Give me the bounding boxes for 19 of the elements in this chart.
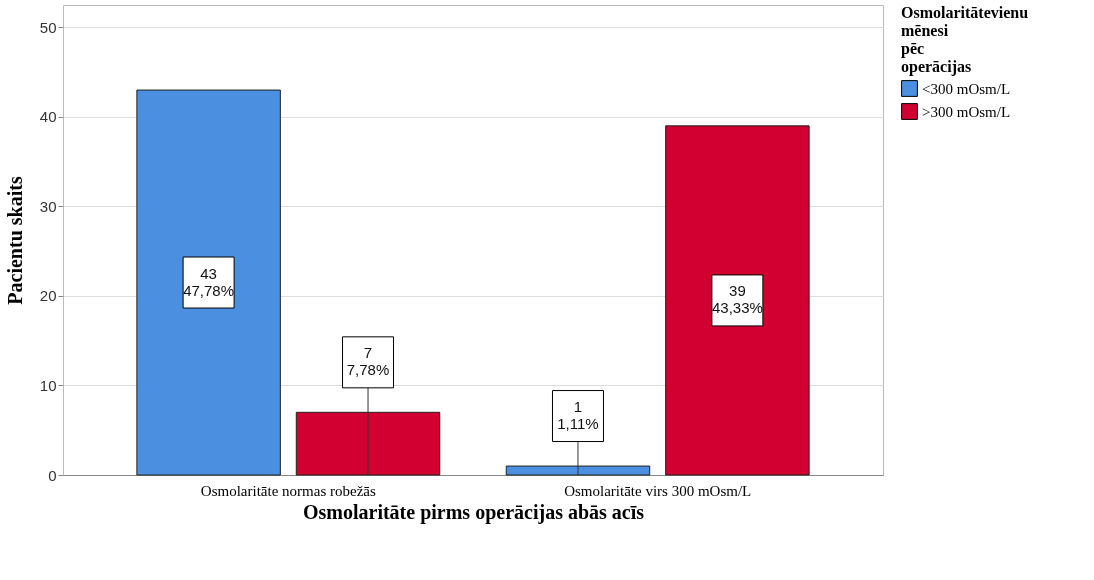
data-label: 1 1,11%	[557, 398, 599, 433]
y-tick-label: 20	[39, 287, 57, 305]
y-tick-label: 50	[39, 18, 57, 36]
x-axis-title: Osmolaritāte pirms operācijas abās acīs	[302, 500, 645, 524]
x-tick-label: Osmolaritāte normas robežās	[200, 482, 376, 499]
bar	[136, 89, 281, 476]
data-label: 7 7,78%	[346, 344, 390, 379]
y-axis-title: Pacientu skaits	[3, 176, 26, 305]
legend-label: >300 mOsm/L	[922, 103, 1011, 120]
legend-title: Osmolaritātevienu mēnesi pēc operācijas	[901, 4, 1029, 76]
y-tick-label: 40	[39, 108, 57, 126]
x-tick-label: Osmolaritāte virs 300 mOsm/L	[564, 482, 752, 499]
y-tick-label: 0	[48, 466, 57, 484]
y-tick-label: 10	[39, 376, 57, 394]
bar	[295, 411, 441, 476]
bar	[665, 125, 810, 476]
bar	[505, 465, 651, 476]
legend-label: <300 mOsm/L	[922, 80, 1011, 97]
y-tick-label: 30	[39, 197, 57, 215]
